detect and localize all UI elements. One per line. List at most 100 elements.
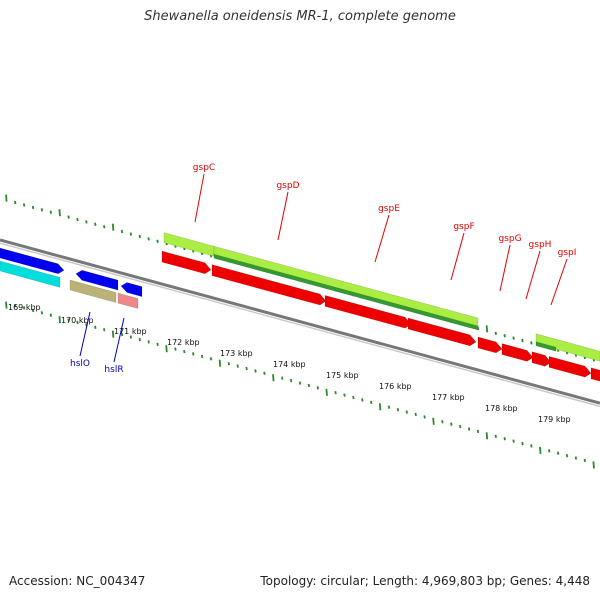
minor-tick xyxy=(254,369,257,373)
minor-tick xyxy=(94,325,97,330)
gene-leader-line xyxy=(79,311,91,357)
gene-bright-block xyxy=(163,232,215,257)
cds-blue xyxy=(75,269,119,291)
cds-forward-red xyxy=(211,264,327,306)
minor-tick xyxy=(174,347,177,351)
gene-leader-line xyxy=(499,244,511,292)
major-tick xyxy=(432,417,435,425)
gene-dark-strip xyxy=(535,341,557,352)
minor-tick xyxy=(503,437,506,441)
gene-leader-line xyxy=(194,173,205,223)
scale-label: 177 kbp xyxy=(432,393,465,402)
minor-tick xyxy=(76,217,79,222)
minor-tick xyxy=(103,328,106,332)
minor-tick xyxy=(129,232,133,236)
gene-bright-block xyxy=(535,333,600,362)
minor-tick xyxy=(370,400,373,405)
scale-label: 169 kbp xyxy=(8,303,41,312)
minor-tick xyxy=(307,383,311,388)
minor-tick xyxy=(423,415,426,419)
minor-tick xyxy=(298,381,302,385)
minor-tick xyxy=(565,453,569,458)
minor-tick xyxy=(512,439,515,443)
minor-tick xyxy=(14,303,17,308)
backbone-line-inner xyxy=(0,242,600,408)
gene-label-gspG: gspG xyxy=(498,234,521,244)
gene-leader-line xyxy=(277,191,289,241)
scale-label: 175 kbp xyxy=(326,371,359,380)
minor-tick xyxy=(530,341,533,345)
minor-tick xyxy=(263,371,266,376)
minor-tick xyxy=(494,331,497,335)
minor-tick xyxy=(343,393,346,397)
minor-tick xyxy=(583,458,586,463)
minor-tick xyxy=(530,444,533,448)
major-tick xyxy=(218,359,222,367)
major-tick xyxy=(5,301,8,309)
scale-label: 179 kbp xyxy=(538,415,571,424)
major-tick xyxy=(165,345,168,353)
minor-tick xyxy=(289,378,293,383)
minor-tick xyxy=(22,203,26,207)
map-title: Shewanella oneidensis MR-1, complete gen… xyxy=(144,9,456,24)
minor-tick xyxy=(334,391,337,395)
minor-tick xyxy=(556,451,560,455)
minor-tick xyxy=(574,456,578,460)
minor-tick xyxy=(281,376,284,380)
feature-salmon xyxy=(117,292,139,309)
minor-tick xyxy=(352,395,355,400)
minor-tick xyxy=(85,220,88,224)
gene-label-gspH: gspH xyxy=(529,240,552,250)
major-tick xyxy=(5,194,8,202)
minor-tick xyxy=(512,336,515,340)
minor-tick xyxy=(76,320,79,325)
gene-leader-line xyxy=(374,214,390,263)
cds-blue xyxy=(120,282,143,298)
minor-tick xyxy=(147,340,150,344)
genome-backbone xyxy=(0,238,600,408)
gene-leader-line xyxy=(525,250,541,300)
minor-tick xyxy=(245,366,248,371)
gene-label-gspD: gspD xyxy=(276,181,299,191)
major-tick xyxy=(485,432,489,440)
major-tick xyxy=(111,223,115,231)
minor-tick xyxy=(31,205,35,210)
genome-summary-text: Topology: circular; Length: 4,969,803 bp… xyxy=(260,574,590,588)
gene-label-hslR: hslR xyxy=(104,365,123,375)
minor-tick xyxy=(94,222,97,227)
minor-tick xyxy=(14,200,17,205)
feature-cyan xyxy=(0,260,61,288)
minor-tick xyxy=(387,405,391,409)
minor-tick xyxy=(129,335,133,339)
minor-tick xyxy=(40,208,44,212)
minor-tick xyxy=(138,337,141,342)
minor-tick xyxy=(227,361,230,366)
major-tick xyxy=(485,325,489,333)
gene-features xyxy=(0,232,600,382)
minor-tick xyxy=(414,412,417,417)
minor-tick xyxy=(405,410,408,414)
minor-tick xyxy=(138,234,141,239)
minor-tick xyxy=(396,407,400,412)
gene-label-gspE: gspE xyxy=(378,204,400,214)
minor-tick xyxy=(361,398,364,402)
major-tick xyxy=(592,461,595,469)
minor-tick xyxy=(450,422,453,426)
feature-khaki xyxy=(69,279,117,303)
minor-tick xyxy=(521,338,524,343)
minor-tick xyxy=(120,229,124,234)
lower-tick-marks xyxy=(5,301,595,469)
minor-tick xyxy=(67,215,70,219)
scale-label: 171 kbp xyxy=(114,327,147,336)
gene-dark-strip xyxy=(213,253,479,331)
gene-label-gspC: gspC xyxy=(193,163,215,173)
major-tick xyxy=(58,316,61,324)
cds-forward-red xyxy=(161,250,212,275)
minor-tick xyxy=(503,334,506,338)
scale-label: 172 kbp xyxy=(167,338,200,347)
minor-tick xyxy=(441,420,444,424)
minor-tick xyxy=(156,239,159,243)
minor-tick xyxy=(209,357,213,361)
